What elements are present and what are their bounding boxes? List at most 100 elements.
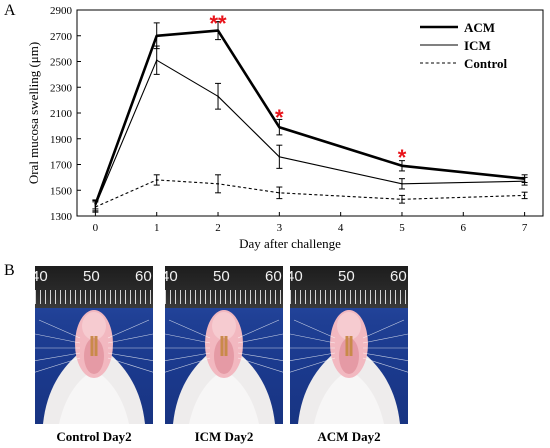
series-line-icm (94, 59, 525, 206)
ruler: 40 50 60 (290, 266, 408, 308)
rat-whisker (362, 352, 408, 361)
ruler-label: 60 (135, 268, 152, 285)
x-tick-label: 2 (215, 222, 221, 234)
rat-whisker (107, 333, 153, 344)
rat-whisker (107, 319, 150, 339)
rat-lip (214, 338, 234, 374)
rat-incisor (90, 336, 94, 356)
data-point-control (94, 206, 97, 208)
ruler-ticks (290, 290, 408, 304)
rat-nose (337, 312, 361, 340)
rat-fur-highlight (189, 370, 259, 424)
rat-whisker (290, 333, 336, 344)
rat-whisker (35, 352, 81, 361)
x-tick-label: 4 (338, 222, 344, 234)
data-point-control (155, 179, 158, 181)
ruler-label: 40 (165, 268, 178, 285)
rat-whisker (362, 333, 408, 344)
rat-lip (339, 338, 359, 374)
data-point-acm (401, 164, 403, 167)
x-tick-label: 6 (461, 222, 467, 234)
photo-acm-day2: 40 50 60 (290, 266, 408, 424)
legend-label-icm: ICM (464, 38, 491, 53)
ruler: 40 50 60 (165, 266, 283, 308)
rat-incisor (94, 336, 98, 356)
photo-icm-day2: 40 50 60 (165, 266, 283, 424)
data-point-icm (155, 59, 158, 62)
rat-whisker (237, 319, 280, 339)
data-point-icm (217, 95, 219, 98)
significance-asterisk: * (275, 105, 284, 130)
rat-whisker (237, 357, 283, 373)
data-point-control (278, 192, 281, 194)
rat-whisker (165, 333, 211, 344)
series-line-control (95, 179, 525, 208)
data-point-icm (278, 155, 281, 158)
rat-whisker (237, 352, 283, 361)
y-tick-label: 2100 (50, 108, 73, 120)
rat-mouth-image (165, 310, 283, 424)
y-tick-label: 1900 (50, 134, 73, 146)
rat-nose (82, 312, 106, 340)
rat-whisker (165, 357, 211, 373)
ruler-label: 50 (213, 268, 230, 285)
data-point-acm (155, 34, 158, 37)
rat-whisker (38, 319, 81, 339)
significance-asterisk: * (398, 145, 407, 170)
rat-whisker (107, 357, 153, 373)
data-point-control (523, 194, 526, 197)
rat-whisker (293, 319, 336, 339)
significance-asterisk: ** (209, 11, 227, 36)
rat-whisker (107, 352, 153, 361)
rat-whisker (165, 352, 211, 361)
photo-caption: Control Day2 (56, 429, 132, 444)
y-axis-label: Oral mucosa swelling (μm) (26, 42, 41, 184)
data-point-control (217, 183, 219, 185)
panel-b-label: B (4, 262, 15, 279)
y-tick-label: 1300 (50, 211, 73, 223)
y-tick-label: 2500 (50, 57, 73, 69)
rat-whisker (35, 357, 81, 373)
data-point-acm (217, 29, 219, 32)
rat-lip (84, 338, 104, 374)
rat-mouth-image (35, 310, 153, 424)
ruler-label: 60 (390, 268, 407, 285)
rat-fur-highlight (59, 370, 129, 424)
panel-a-label: A (4, 2, 16, 19)
y-tick-label: 2700 (50, 31, 73, 43)
rat-whisker (168, 319, 211, 339)
rat-incisor (220, 336, 224, 356)
photo-caption: ICM Day2 (194, 429, 254, 444)
x-axis-label: Day after challenge (239, 236, 341, 251)
swelling-line-chart: 1300 1500 1700 1900 2100 2300 2500 2700 2900 0 1 2 3… (26, 5, 544, 251)
x-tick-label: 3 (277, 222, 283, 234)
rat-whisker (290, 352, 336, 361)
ruler: 40 50 60 (35, 266, 153, 308)
ruler-label: 40 (290, 268, 303, 285)
rat-nose (212, 312, 236, 340)
data-point-acm (278, 126, 281, 128)
ruler-ticks (35, 290, 153, 304)
x-tick-label: 7 (522, 222, 528, 234)
y-tick-label: 2900 (50, 5, 73, 17)
rat-fur-highlight (314, 370, 384, 424)
x-tick-label: 0 (93, 222, 99, 234)
x-tick-label: 1 (154, 222, 160, 234)
ruler-label: 50 (338, 268, 355, 285)
rat-whisker (362, 319, 405, 339)
ruler-label: 50 (83, 268, 100, 285)
legend-label-control: Control (464, 56, 507, 71)
rat-mouth-image (290, 310, 408, 424)
rat-whisker (362, 357, 408, 373)
rat-whisker (35, 333, 81, 344)
data-point-control (401, 198, 403, 201)
y-tick-label: 1500 (50, 185, 73, 197)
rat-whisker (237, 333, 283, 344)
y-tick-label: 1700 (50, 160, 73, 172)
ruler-ticks (165, 290, 283, 304)
photo-control-day2: 40 50 60 (35, 266, 153, 424)
y-tick-label: 2300 (50, 82, 73, 94)
rat-incisor (349, 336, 353, 356)
rat-whisker (290, 357, 336, 373)
rat-incisor (345, 336, 349, 356)
